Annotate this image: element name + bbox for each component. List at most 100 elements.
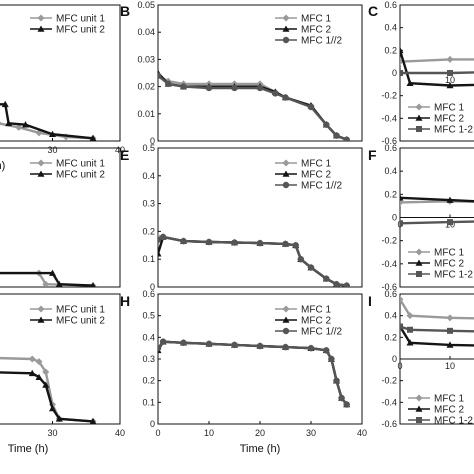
series-line — [158, 340, 348, 406]
legend-marker — [282, 170, 290, 177]
series-line — [0, 103, 94, 140]
y-tick-label: 0.2 — [384, 189, 397, 199]
series-line — [400, 49, 474, 87]
data-point — [323, 275, 330, 282]
x-tick-label: 20 — [255, 428, 265, 438]
legend-marker — [37, 159, 45, 167]
legend-label: MFC 1-2 — [434, 270, 473, 281]
data-point — [42, 280, 50, 287]
y-tick-label: 0.4 — [142, 332, 155, 342]
legend-marker — [416, 271, 422, 277]
data-point — [272, 90, 279, 97]
y-tick-label: 0.2 — [384, 45, 397, 55]
panel-h: 0 0.1 0.2 0.3 0.4 0.5 0.6 0 10 20 30 40 Time (h) H MFC… — [120, 289, 367, 455]
x-tick-label: 0 — [155, 428, 160, 438]
legend-label: MFC 1//2 — [301, 36, 343, 47]
data-point — [307, 103, 315, 111]
legend-label: MFC 1 — [434, 103, 464, 114]
legend-label: MFC 1-2 — [434, 416, 473, 427]
panel-label: I — [368, 293, 372, 309]
legend-marker — [37, 25, 45, 32]
y-tick-label: 0 — [150, 419, 155, 429]
legend-label: MFC 1 — [301, 159, 331, 170]
data-point — [35, 373, 43, 380]
legend-label: MFC 1 — [434, 394, 464, 405]
data-point — [446, 196, 454, 203]
data-point — [89, 134, 97, 141]
legend-label: MFC 1//2 — [301, 327, 343, 338]
data-point — [28, 369, 36, 377]
x-tick-label: 40 — [115, 428, 125, 438]
y-tick-label: 0 — [392, 354, 397, 364]
data-point — [446, 341, 454, 348]
data-point — [180, 237, 187, 245]
data-point — [447, 327, 453, 334]
data-point — [42, 381, 50, 388]
x-axis-label: Time (h) — [240, 443, 281, 455]
data-point — [35, 358, 43, 366]
legend-label: MFC unit 1 — [56, 14, 105, 25]
y-tick-label: 0.3 — [142, 199, 155, 209]
data-point — [256, 342, 264, 350]
legend-marker — [37, 170, 45, 177]
x-axis-label: Time (h) — [8, 443, 49, 455]
data-point — [90, 282, 96, 287]
data-point — [180, 83, 187, 90]
data-point — [49, 269, 56, 276]
legend-marker — [416, 126, 422, 132]
panel-label: E — [120, 147, 129, 163]
data-point — [180, 339, 187, 346]
data-point — [158, 72, 162, 79]
data-point — [158, 344, 162, 352]
y-tick-label: 0.04 — [137, 27, 155, 37]
data-point — [55, 415, 63, 422]
legend-marker — [282, 36, 290, 44]
y-tick-label: -0.6 — [381, 419, 397, 429]
legend-marker — [415, 248, 423, 256]
legend-label: MFC 1 — [301, 14, 331, 25]
legend-label: MFC 1//2 — [301, 181, 343, 192]
legend-marker — [37, 14, 45, 22]
data-point — [406, 79, 414, 86]
x-tick-label: 10 — [445, 75, 455, 85]
data-point — [5, 119, 13, 127]
y-tick-label: 0.3 — [142, 354, 155, 364]
series-line — [158, 340, 348, 406]
y-tick-label: 0.2 — [142, 376, 155, 386]
data-point — [231, 84, 238, 92]
data-point — [49, 130, 56, 137]
legend-label: MFC 1 — [434, 248, 464, 259]
data-point — [406, 339, 414, 346]
panel-label: F — [368, 147, 377, 163]
legend-label: MFC 2 — [434, 405, 464, 416]
data-point — [333, 377, 340, 384]
data-point — [22, 121, 29, 128]
data-point — [165, 80, 172, 88]
data-point — [89, 417, 97, 424]
data-point — [323, 121, 330, 128]
y-tick-label: -0.2 — [381, 91, 397, 101]
data-point — [282, 343, 289, 351]
data-point — [292, 242, 299, 249]
data-point — [338, 394, 345, 402]
data-point — [205, 84, 213, 92]
legend-marker — [282, 327, 290, 335]
y-tick-label: 0 — [150, 282, 155, 292]
y-tick-label: 0.01 — [137, 109, 155, 119]
data-point — [400, 194, 404, 201]
y-tick-label: 0.5 — [142, 311, 155, 321]
panel-label: C — [368, 3, 378, 19]
panel-frame — [0, 4, 121, 142]
x-tick-label: 10 — [204, 428, 214, 438]
data-point — [55, 280, 63, 287]
data-point — [400, 70, 403, 76]
